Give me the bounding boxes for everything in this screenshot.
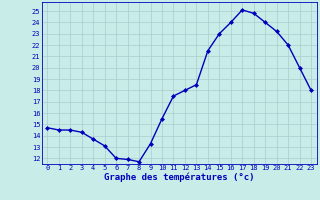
X-axis label: Graphe des températures (°c): Graphe des températures (°c) bbox=[104, 173, 254, 182]
